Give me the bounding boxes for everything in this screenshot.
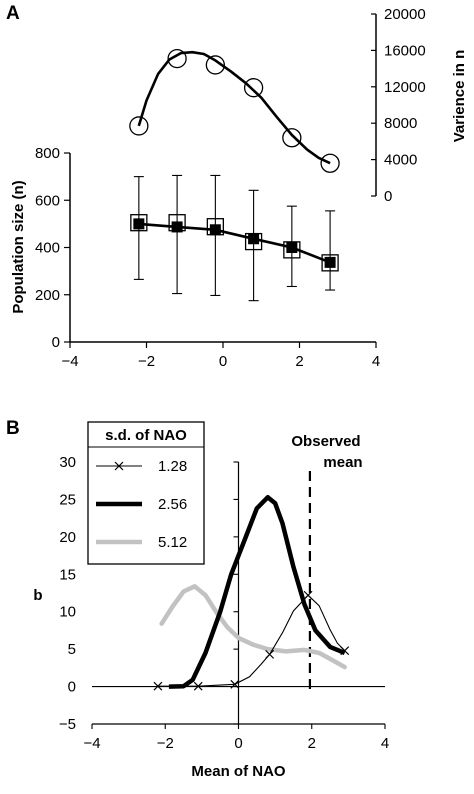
observed-mean-annotation-line-1: Observed [291,433,360,450]
panel-b-y-tick-label: 20 [59,529,76,546]
series-2-56-line [168,494,346,689]
panel-a-left-tick-label: 400 [35,240,60,257]
panel-b-y-axis-title: b [33,587,42,604]
panel-a-right-tick-label: 12000 [384,79,426,96]
panel-a-left-axis-title: Population size (n) [10,180,27,313]
population-filled-square-marker [286,242,298,253]
panel-b-y-tick-label: 30 [59,454,76,471]
panel-a-left-tick-label: 0 [52,334,60,351]
panel-b-x-tick-label: 4 [381,735,389,752]
panel-b-y-tick-label: 15 [59,566,76,583]
legend-label-1-28: 1.28 [158,458,187,475]
panel-a-right-axis-title: Varience in n [451,50,468,143]
panel-a-label: A [6,3,20,24]
panel-a-left-tick-label: 800 [35,145,60,162]
panel-b-chart: −4 −2 0 2 4 −5 0 5 10 15 20 25 30 Mean of NAO b Observe… [33,421,389,780]
population-filled-square-marker [248,233,260,245]
panel-b-x-tick-label: 2 [308,735,316,752]
population-filled-square-marker [324,256,336,268]
panel-a-x-tick-label: 2 [295,353,303,370]
variance-point-marker [167,48,187,69]
panel-b-label: B [6,418,20,439]
panel-a-x-tick-label: 0 [219,353,227,370]
panel-b-x-tick-label: −4 [83,735,100,752]
variance-point-marker [205,55,226,75]
population-filled-square-marker [133,218,145,230]
series-1-28-line [157,594,346,687]
panel-a-x-tick-label: −4 [61,353,78,370]
variance-point-marker [129,116,149,136]
legend-x-marker [114,461,124,471]
population-open-square-marker [283,241,301,259]
panel-a-right-tick-label: 20000 [384,6,426,23]
population-filled-square-marker [171,221,183,233]
variance-line [137,50,331,165]
series-1-28-x-marker [153,681,163,691]
variance-point-marker [282,128,302,148]
panel-a-right-tick-label: 8000 [384,115,417,132]
series-1-28-x-marker [265,649,275,659]
panel-a-right-tick-label: 0 [384,188,392,205]
legend-label-2-56: 2.56 [158,496,187,513]
panel-b-y-tick-label: 0 [68,679,76,696]
variance-point-marker [320,153,340,173]
panel-b-y-tick-label: 25 [59,491,76,508]
population-line [138,222,331,264]
variance-point-marker [243,78,264,98]
panel-a-x-tick-label: −2 [138,353,155,370]
panel-a-x-tick-label: 4 [372,353,380,370]
panel-b-x-axis-title: Mean of NAO [191,763,286,780]
panel-a-chart: −4 −2 0 2 4 0 200 400 600 800 Population size (n) 0… [10,6,468,370]
panel-b-y-tick-label: 10 [59,604,76,621]
panel-b-y-tick-label: 5 [68,641,76,658]
series-1-28-x-marker [230,679,240,689]
panel-a-left-tick-label: 200 [35,287,60,304]
series-5-12-line [159,584,347,670]
population-open-square-marker [130,214,148,232]
observed-mean-annotation-line-2: mean [323,454,362,471]
legend-label-5-12: 5.12 [158,534,187,551]
legend-title: s.d. of NAO [105,427,187,444]
population-open-square-marker [321,254,339,272]
series-1-28-x-marker [193,681,203,691]
panel-b-x-tick-label: −2 [157,735,174,752]
panel-b-x-tick-label: 0 [234,735,242,752]
panel-a-right-tick-label: 4000 [384,152,417,169]
panel-a-left-tick-label: 600 [35,192,60,209]
population-filled-square-marker [209,224,221,236]
panel-b-y-tick-label: −5 [59,716,76,733]
panel-a-right-tick-label: 16000 [384,42,426,59]
series-1-28-x-marker [303,590,313,600]
